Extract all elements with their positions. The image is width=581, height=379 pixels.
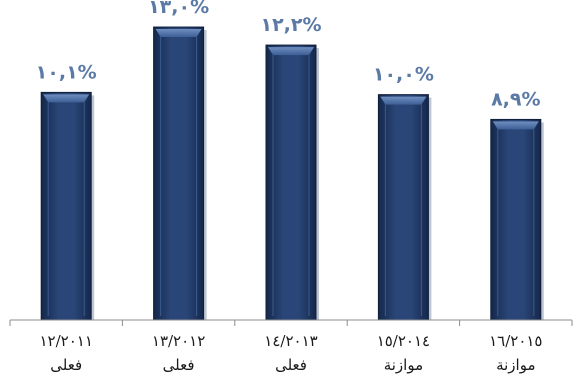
x-tick-label: ١٥/٢٠١٤	[377, 332, 430, 350]
bar-body	[40, 91, 92, 321]
bar-body	[265, 44, 317, 321]
x-tick-sublabel: موازنة	[384, 356, 423, 374]
data-label: ١٠,٠%	[373, 64, 434, 86]
data-label: ١٣,٠%	[148, 0, 209, 18]
bar-body	[377, 94, 429, 321]
bar-highlight	[492, 121, 539, 130]
data-label: ١٢,٢%	[260, 14, 321, 36]
bar-highlight	[43, 94, 90, 103]
bar-body	[153, 26, 205, 321]
bar-highlight	[268, 47, 314, 56]
bar-3	[265, 44, 319, 321]
x-tick-label: ١٦/٢٠١٥	[489, 332, 542, 350]
x-axis-ticks	[9, 320, 573, 326]
data-label: ٨,٩%	[491, 88, 540, 110]
x-tick-sublabel: موازنة	[496, 356, 535, 374]
x-tick-label: ١٤/٢٠١٣	[264, 332, 317, 350]
bar-5	[490, 118, 544, 321]
x-tick-sublabel: فعلى	[275, 356, 307, 374]
x-tick-sublabel: فعلى	[163, 356, 195, 374]
x-tick-sublabel: فعلى	[50, 356, 82, 374]
bar-body	[490, 118, 542, 321]
labels-group: ١٠,١% ١٢/٢٠١١ فعلى ١٣,٠% ١٣/٢٠١٢ فعلى ١٢,٢% ١٤/…	[36, 0, 543, 374]
bar-highlight	[380, 96, 427, 105]
bar-2	[153, 26, 207, 321]
x-tick-label: ١٣/٢٠١٢	[152, 332, 205, 350]
bar-1	[40, 91, 95, 321]
bar-highlight	[155, 29, 202, 38]
data-label: ١٠,١%	[36, 61, 97, 83]
x-tick-label: ١٢/٢٠١١	[39, 332, 92, 350]
bar-4	[377, 94, 432, 321]
bars-group	[40, 26, 544, 321]
